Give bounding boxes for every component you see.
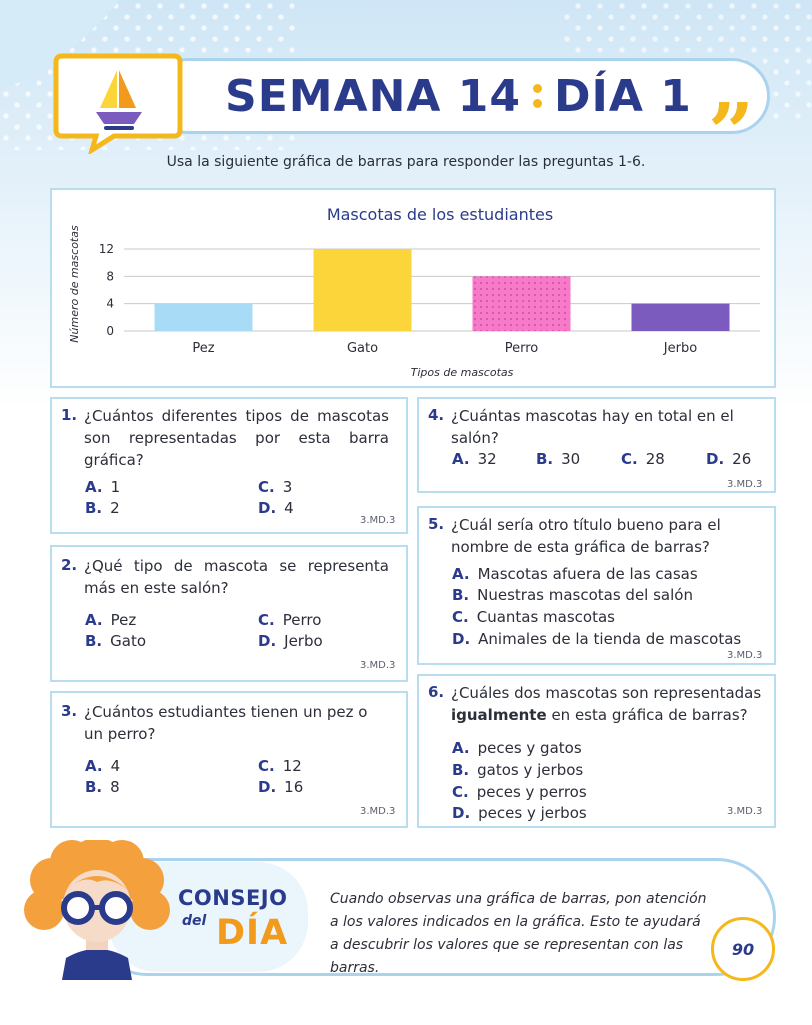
y-tick-label: 4 — [106, 297, 114, 311]
question-text: ¿Qué tipo de mascota se representa más e… — [84, 557, 389, 597]
y-tick-label: 8 — [106, 269, 114, 283]
option-c[interactable]: C. 12 — [258, 757, 302, 775]
chart-card: Mascotas de los estudiantes 0 4 8 12 Pez Gato P… — [50, 188, 776, 388]
option-b[interactable]: B. Gato — [85, 632, 147, 650]
bar-pez — [154, 303, 253, 331]
question-card-3: 3. ¿Cuántos estudiantes tienen un pez o … — [50, 691, 408, 828]
option-d[interactable]: D. 4 — [258, 499, 294, 517]
option-d[interactable]: D. peces y jerbos — [452, 804, 587, 822]
bar-chart: Mascotas de los estudiantes 0 4 8 12 Pez Gato P… — [68, 205, 760, 379]
option-a[interactable]: A. Mascotas afuera de las casas — [452, 565, 698, 583]
option-d[interactable]: D. 26 — [706, 450, 752, 468]
option-d[interactable]: D. Jerbo — [258, 632, 323, 650]
question-number: 5. — [428, 515, 445, 533]
option-b[interactable]: B. Nuestras mascotas del salón — [452, 586, 693, 604]
question-number: 3. — [61, 702, 78, 720]
standard-code: 3.MD.3 — [360, 660, 396, 671]
quote-mark: ” — [708, 85, 755, 179]
standard-code: 3.MD.3 — [360, 806, 396, 817]
bar-gato — [313, 249, 412, 331]
question-text: ¿Cuántos estudiantes tienen un pez o un … — [84, 703, 368, 743]
question-card-1: 1. ¿Cuántos diferentes tipos de mascotas… — [50, 397, 408, 534]
option-a[interactable]: A. peces y gatos — [452, 739, 582, 757]
standard-code: 3.MD.3 — [727, 806, 763, 817]
title-colon — [533, 84, 543, 108]
option-c[interactable]: C. Perro — [258, 611, 322, 629]
question-card-2: 2. ¿Qué tipo de mascota se representa má… — [50, 545, 408, 682]
option-b[interactable]: B. 8 — [85, 778, 120, 796]
standard-code: 3.MD.3 — [727, 650, 763, 661]
bar-perro — [472, 276, 571, 331]
y-tick-label: 0 — [106, 324, 114, 338]
standard-code: 3.MD.3 — [360, 515, 396, 526]
option-b[interactable]: B. 2 — [85, 499, 120, 517]
chart-title: Mascotas de los estudiantes — [327, 205, 553, 224]
instructions: Usa la siguiente gráfica de barras para … — [166, 154, 646, 170]
page-number: 90 — [711, 917, 775, 981]
option-c[interactable]: C. Cuantas mascotas — [452, 608, 615, 626]
question-number: 1. — [61, 406, 78, 424]
x-tick-label: Gato — [347, 341, 378, 356]
option-d[interactable]: D. Animales de la tienda de mascotas — [452, 630, 742, 648]
question-text: ¿Cuál sería otro título bueno para el no… — [451, 516, 721, 556]
y-tick-label: 12 — [99, 242, 114, 256]
question-card-4: 4. ¿Cuántas mascotas hay en total en el … — [417, 397, 776, 493]
question-text: ¿Cuántos diferentes tipos de mascotas so… — [84, 407, 389, 469]
sailboat-logo-icon — [53, 53, 183, 154]
option-b[interactable]: B. 30 — [536, 450, 581, 468]
girl-with-glasses-icon — [24, 840, 170, 980]
title-day: DÍA 1 — [554, 70, 692, 122]
y-axis-label: Número de mascotas — [68, 225, 81, 343]
consejo-label: CONSEJO — [178, 886, 288, 910]
del-label: del — [182, 913, 207, 929]
question-text: ¿Cuáles dos mascotas son representadas i… — [451, 684, 762, 724]
x-axis-label: Tipos de mascotas — [411, 366, 514, 379]
option-c[interactable]: C. peces y perros — [452, 783, 587, 801]
option-a[interactable]: A. 32 — [452, 450, 497, 468]
emphasis-text: igualmente — [451, 706, 547, 724]
option-c[interactable]: C. 3 — [258, 478, 293, 496]
question-card-5: 5. ¿Cuál sería otro título bueno para el… — [417, 506, 776, 665]
tip-text: Cuando observas una gráfica de barras, p… — [330, 891, 707, 976]
question-number: 4. — [428, 406, 445, 424]
question-text: ¿Cuántas mascotas hay en total en el sal… — [451, 407, 734, 447]
header-banner — [150, 58, 770, 134]
dia-label: DÍA — [216, 913, 289, 953]
standard-code: 3.MD.3 — [727, 479, 763, 490]
x-tick-label: Jerbo — [663, 341, 697, 356]
option-c[interactable]: C. 28 — [621, 450, 665, 468]
option-b[interactable]: B. gatos y jerbos — [452, 761, 584, 779]
question-card-6: 6. ¿Cuáles dos mascotas son representada… — [417, 674, 776, 828]
x-tick-label: Perro — [505, 341, 539, 356]
bar-jerbo — [631, 303, 730, 331]
title-week: SEMANA 14 — [225, 70, 522, 122]
option-a[interactable]: A. 1 — [85, 478, 121, 496]
option-a[interactable]: A. 4 — [85, 757, 121, 775]
x-tick-label: Pez — [192, 341, 214, 356]
option-a[interactable]: A. Pez — [85, 611, 137, 629]
option-d[interactable]: D. 16 — [258, 778, 304, 796]
page-title: SEMANA 14 DÍA 1 — [225, 60, 745, 132]
question-number: 2. — [61, 556, 78, 574]
question-number: 6. — [428, 683, 445, 701]
